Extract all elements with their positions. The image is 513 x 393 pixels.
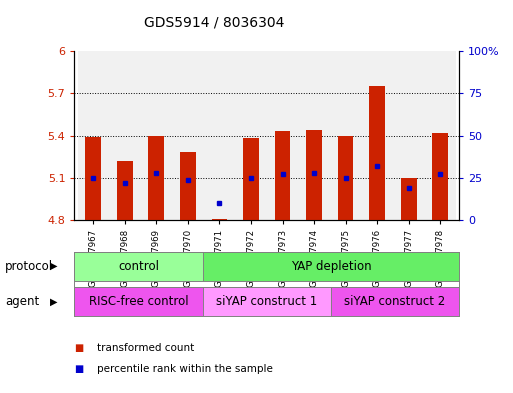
Bar bbox=[267, 51, 298, 220]
Text: siYAP construct 1: siYAP construct 1 bbox=[216, 295, 318, 308]
Bar bbox=[369, 86, 385, 220]
Bar bbox=[86, 137, 101, 220]
Text: RISC-free control: RISC-free control bbox=[89, 295, 188, 308]
Text: YAP depletion: YAP depletion bbox=[290, 260, 371, 273]
Bar bbox=[306, 130, 322, 220]
Bar bbox=[432, 133, 448, 220]
Text: ■: ■ bbox=[74, 343, 84, 353]
Bar bbox=[298, 51, 330, 220]
Bar bbox=[424, 51, 456, 220]
Text: ▶: ▶ bbox=[50, 261, 57, 271]
Bar bbox=[401, 178, 417, 220]
Bar bbox=[274, 131, 290, 220]
Text: control: control bbox=[118, 260, 159, 273]
Bar bbox=[393, 51, 424, 220]
Bar bbox=[141, 51, 172, 220]
Bar bbox=[109, 51, 141, 220]
Text: percentile rank within the sample: percentile rank within the sample bbox=[97, 364, 273, 375]
Bar bbox=[172, 51, 204, 220]
Bar bbox=[148, 136, 164, 220]
Bar bbox=[361, 51, 393, 220]
Bar bbox=[74, 287, 203, 316]
Text: ▶: ▶ bbox=[50, 297, 57, 307]
Bar bbox=[203, 287, 331, 316]
Bar bbox=[203, 252, 459, 281]
Bar bbox=[330, 51, 361, 220]
Text: agent: agent bbox=[5, 295, 40, 308]
Bar bbox=[338, 136, 353, 220]
Bar bbox=[117, 161, 133, 220]
Text: protocol: protocol bbox=[5, 260, 53, 273]
Bar bbox=[74, 252, 203, 281]
Bar bbox=[204, 51, 235, 220]
Bar bbox=[77, 51, 109, 220]
Text: siYAP construct 2: siYAP construct 2 bbox=[344, 295, 446, 308]
Bar bbox=[331, 287, 459, 316]
Text: GDS5914 / 8036304: GDS5914 / 8036304 bbox=[144, 16, 284, 30]
Bar bbox=[243, 138, 259, 220]
Bar bbox=[180, 152, 196, 220]
Bar bbox=[211, 219, 227, 220]
Text: ■: ■ bbox=[74, 364, 84, 375]
Text: transformed count: transformed count bbox=[97, 343, 195, 353]
Bar bbox=[235, 51, 267, 220]
